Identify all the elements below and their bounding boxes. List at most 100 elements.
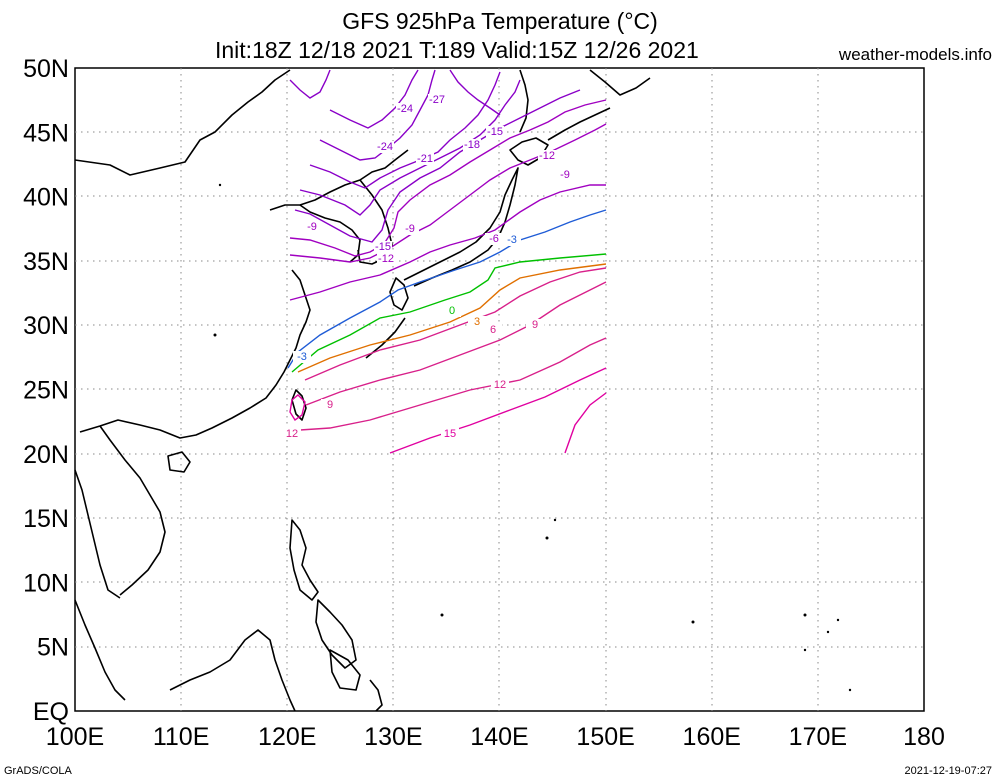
coast-china-east (79, 269, 311, 439)
latitude-ticks: 50N 45N 40N 35N 30N 25N 20N 15N 10N 5N EQ (23, 55, 69, 726)
coast-hainan (167, 451, 191, 473)
longitude-ticks: 100E 110E 120E 130E 140E 150E 160E 170E 180 (46, 723, 945, 751)
contour-label: -3 (297, 351, 307, 363)
lon-tick-label: 130E (364, 723, 422, 751)
isotherm-plus15 (389, 367, 607, 454)
coast-mindanao (329, 649, 361, 691)
lat-tick-label: 40N (23, 184, 69, 212)
contour-label: 12 (494, 379, 506, 391)
coast-okhotsk (589, 69, 651, 96)
contour-label-bg (556, 169, 574, 181)
contour-label: 12 (286, 428, 298, 440)
contour-label: -21 (417, 153, 433, 165)
contour-label-bg (283, 428, 301, 440)
contour-label: -18 (464, 139, 480, 151)
lat-tick-label: 10N (23, 569, 69, 597)
contour-label: 0 (449, 305, 455, 317)
lon-tick-label: 140E (470, 723, 528, 751)
contour-label-bg (377, 253, 395, 265)
isotherm-arctic-2 (449, 69, 501, 116)
contour-label: 9 (532, 319, 538, 331)
contour-label-bg (401, 223, 419, 235)
coast-korea-china (269, 149, 409, 211)
isotherm-minus6 (289, 184, 606, 301)
lon-tick-label: 170E (789, 723, 847, 751)
contour-label-bg (526, 319, 544, 331)
lat-tick-label: 35N (23, 248, 69, 276)
lat-tick-label: 5N (37, 634, 69, 662)
isotherm-zero (291, 253, 607, 373)
contour-label: -24 (397, 103, 413, 115)
coast-kurils (547, 107, 611, 141)
grads-credit: GrADS/COLA (4, 765, 72, 777)
contour-label: 9 (327, 399, 333, 411)
coast-honshu (403, 167, 519, 287)
lon-tick-label: 160E (683, 723, 741, 751)
isotherm-minus27 (329, 69, 419, 129)
contour-labels: -27-24-24-21-18-15-15-12-12-9-9-9-6 -3-30… (283, 94, 574, 440)
contour-label: 6 (490, 324, 496, 336)
contour-label-bg (468, 316, 486, 328)
lat-tick-label: 20N (23, 441, 69, 469)
lat-tick-label: 25N (23, 377, 69, 405)
isotherm-minus21 (309, 71, 501, 189)
contour-label: 3 (474, 316, 480, 328)
isotherm-plus3 (297, 263, 607, 373)
contour-label-bg (416, 153, 434, 165)
isotherm-plus12 (299, 337, 607, 431)
contour-label: -6 (489, 233, 499, 245)
contour-label-bg (443, 305, 461, 317)
map-subtitle: Init:18Z 12/18 2021 T:189 Valid:15Z 12/2… (215, 37, 699, 63)
coast-luzon (289, 519, 319, 601)
isotherm-minus9 (289, 123, 607, 263)
isotherm-plus6 (304, 267, 607, 381)
lat-tick-label: EQ (33, 698, 69, 726)
coast-borneo (169, 629, 296, 712)
contour-label-bg (321, 399, 339, 411)
contour-label-bg (491, 379, 509, 391)
isotherm-plus15-b (564, 392, 607, 454)
lat-tick-label: 45N (23, 119, 69, 147)
lat-tick-label: 30N (23, 312, 69, 340)
coast-indochina-west (74, 469, 121, 599)
isotherm-taiwan-warm (289, 394, 306, 422)
coast-malaya (74, 599, 126, 701)
contour-label: -9 (307, 221, 317, 233)
coast-philippines-south (315, 599, 357, 669)
coastlines (74, 69, 651, 712)
contour-label: -24 (377, 141, 393, 153)
small-islands (213, 183, 852, 692)
contour-label-bg (428, 94, 446, 106)
coast-ryukyu (365, 317, 406, 359)
isotherm-minus24 (319, 69, 436, 161)
coast-celebes (369, 679, 383, 712)
contour-label-bg (485, 233, 503, 245)
lon-tick-label: 100E (46, 723, 104, 751)
contour-label: -15 (487, 126, 503, 138)
coast-sakhalin (519, 69, 529, 133)
contour-label-bg (374, 241, 392, 253)
contour-label: -12 (539, 150, 555, 162)
site-credit: weather-models.info (838, 45, 992, 64)
lon-tick-label: 110E (153, 723, 210, 751)
lat-tick-label: 50N (23, 55, 69, 83)
contour-label-bg (486, 126, 504, 138)
coast-mainland-north (74, 69, 291, 176)
contour-label: 15 (444, 428, 456, 440)
lon-tick-label: 120E (258, 723, 316, 751)
isotherm-minus3 (287, 209, 607, 369)
map-title: GFS 925hPa Temperature (°C) (342, 8, 658, 34)
contour-label-bg (293, 351, 311, 363)
contour-label-bg (484, 324, 502, 336)
contour-label: -9 (560, 169, 570, 181)
contour-label-bg (538, 150, 556, 162)
isotherm-arctic-1 (289, 69, 331, 99)
coast-kyushu (389, 277, 409, 311)
contour-label: -12 (378, 253, 394, 265)
contour-label: -15 (375, 241, 391, 253)
contour-label-bg (376, 141, 394, 153)
contour-label-bg (503, 234, 521, 246)
isotherm-minus15 (294, 89, 581, 243)
lon-tick-label: 150E (576, 723, 634, 751)
